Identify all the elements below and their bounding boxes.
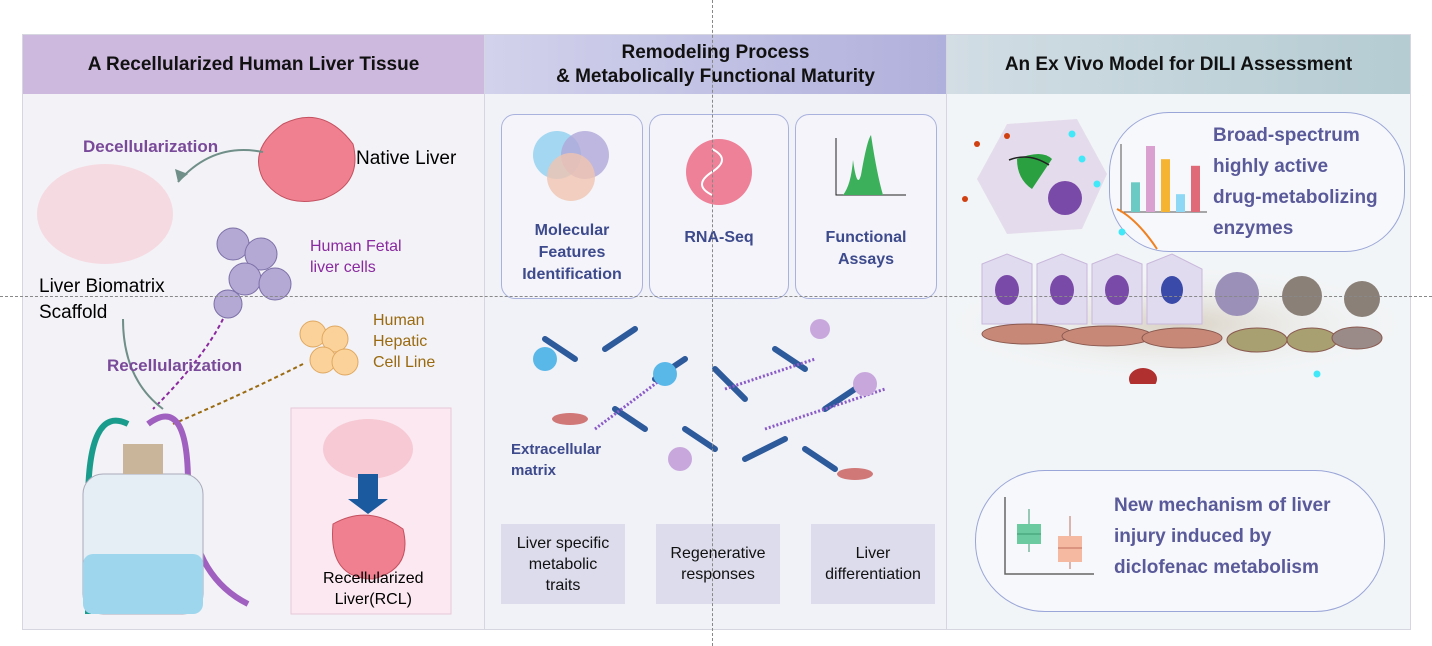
card-molecular-features: Molecular Features Identification bbox=[501, 114, 643, 299]
card-label: Functional Assays bbox=[825, 229, 907, 268]
peak-chart-icon bbox=[835, 135, 906, 196]
enzymes-text: Broad-spectrum highly active drug-metabo… bbox=[1213, 120, 1378, 244]
recellularization-illustration bbox=[37, 116, 452, 615]
venn-icon bbox=[533, 131, 609, 201]
text-line: enzymes bbox=[1213, 218, 1294, 239]
rcl-label: Recellularized Liver(RCL) bbox=[323, 570, 424, 608]
card-label: Molecular Features Identification bbox=[522, 222, 622, 283]
panel-recellularized-liver: A Recellularized Human Liver Tissue Dece… bbox=[22, 34, 485, 630]
panel-title-text: A Recellularized Human Liver Tissue bbox=[87, 53, 420, 75]
trait-label: Liver specific metabolic traits bbox=[516, 534, 610, 594]
text-line: New mechanism of liver bbox=[1114, 495, 1331, 516]
horizontal-guide-line bbox=[0, 296, 1432, 297]
trait-differentiation: Liver differentiation bbox=[811, 524, 935, 604]
fetal-cells-label: Human Fetal liver cells bbox=[310, 238, 402, 276]
text-line: Broad-spectrum bbox=[1213, 125, 1360, 146]
enzymes-bubble bbox=[1109, 112, 1405, 252]
scaffold-label: Liver Biomatrix Scaffold bbox=[39, 276, 165, 323]
panel-title-line2: & Metabolically Functional Maturity bbox=[556, 65, 875, 87]
extracellular-matrix-illustration bbox=[533, 319, 886, 480]
native-liver-label: Native Liver bbox=[356, 148, 457, 169]
card-rna-seq: RNA-Seq bbox=[649, 114, 789, 299]
panel-title: A Recellularized Human Liver Tissue bbox=[23, 35, 484, 94]
bar bbox=[1161, 159, 1170, 212]
bar bbox=[1191, 165, 1200, 212]
extracellular-matrix-label: Extracellular matrix bbox=[511, 441, 602, 479]
hepatic-cell-line-label: Human Hepatic Cell Line bbox=[373, 312, 436, 371]
recellularization-label: Recellularization bbox=[107, 356, 243, 375]
rna-icon bbox=[686, 139, 752, 205]
trait-regenerative: Regenerative responses bbox=[656, 524, 780, 604]
vertical-guide-line bbox=[712, 0, 713, 646]
panel-remodeling: Remodeling Process & Metabolically Functi… bbox=[484, 34, 947, 630]
trait-label: Liver differentiation bbox=[825, 545, 921, 583]
panel-title: An Ex Vivo Model for DILI Assessment bbox=[947, 35, 1410, 94]
text-line: highly active bbox=[1213, 156, 1329, 177]
text-line: injury induced by bbox=[1114, 526, 1272, 547]
text-line: drug-metabolizing bbox=[1213, 187, 1378, 208]
panel-title-text: An Ex Vivo Model for DILI Assessment bbox=[1004, 53, 1353, 75]
bar bbox=[1131, 182, 1140, 212]
trait-metabolic: Liver specific metabolic traits bbox=[501, 524, 625, 604]
card-label: RNA-Seq bbox=[684, 229, 754, 246]
card-functional-assays: Functional Assays bbox=[795, 114, 937, 299]
box-plot-icon bbox=[1004, 497, 1094, 575]
bar bbox=[1176, 194, 1185, 212]
panel-title: Remodeling Process & Metabolically Functi… bbox=[485, 35, 946, 94]
mechanism-text: New mechanism of liver injury induced by… bbox=[1114, 490, 1330, 583]
liver-injury-illustration bbox=[947, 119, 1412, 384]
bar bbox=[1146, 146, 1155, 212]
panel-dili-model: An Ex Vivo Model for DILI Assessment Bro… bbox=[946, 34, 1412, 630]
mechanism-bubble bbox=[975, 470, 1385, 612]
panel-title-line1: Remodeling Process bbox=[621, 41, 810, 63]
text-line: diclofenac metabolism bbox=[1114, 557, 1319, 578]
trait-label: Regenerative responses bbox=[670, 545, 766, 583]
decellularization-label: Decellularization bbox=[83, 137, 219, 156]
